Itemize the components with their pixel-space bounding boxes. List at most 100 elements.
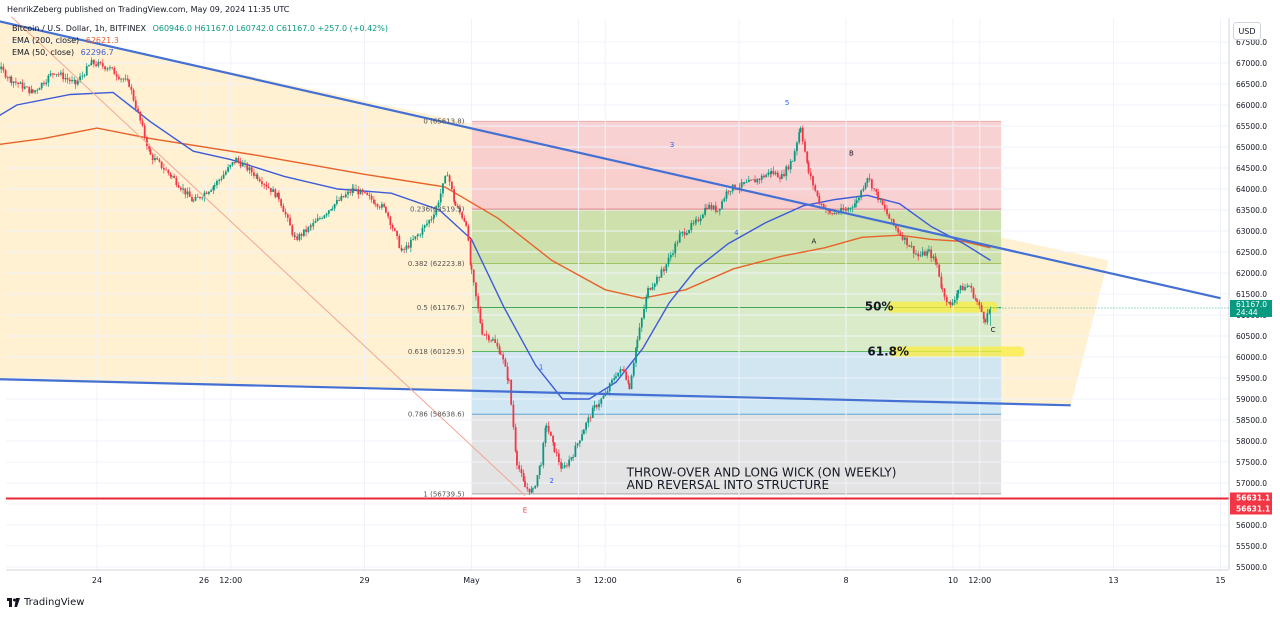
fib-zone-0.5 [471, 307, 1002, 352]
candle-body [167, 169, 170, 174]
price-tick-label: 64500.0 [1236, 164, 1267, 173]
candle-body [879, 198, 882, 200]
candle-body [572, 456, 575, 458]
candle-body [582, 429, 585, 435]
support-price-badge[interactable] [1230, 503, 1272, 515]
candle-body [412, 239, 414, 240]
diagonal-line[interactable] [11, 16, 526, 496]
candle-body [528, 488, 531, 493]
candle-body [760, 175, 763, 180]
candle-body [617, 372, 620, 377]
currency-button[interactable]: USD [1233, 22, 1261, 40]
candle-body [302, 229, 305, 236]
candle-body [310, 225, 312, 227]
candle-body [806, 151, 809, 163]
candle-body [165, 169, 168, 171]
candle-body [355, 188, 357, 190]
candle-body [494, 339, 497, 343]
candle-body [456, 205, 459, 208]
candle-body [492, 339, 494, 341]
candle-body [319, 218, 321, 220]
price-tick-label: 60500.0 [1236, 332, 1267, 341]
candle-body [695, 219, 698, 221]
ema50-line [0, 91, 991, 400]
candle-body [73, 79, 76, 81]
candle-body [446, 175, 449, 177]
candle-body [740, 182, 743, 188]
candle-body [814, 185, 817, 191]
author-name[interactable]: HenrikZeberg [7, 5, 62, 14]
candle-body [903, 237, 906, 240]
ema200-value: 62621.3 [85, 36, 119, 45]
candle-body [747, 179, 750, 183]
candle-body [699, 218, 702, 222]
candle-body [361, 189, 364, 193]
price-tick-label: 58500.0 [1236, 416, 1267, 425]
change-value: +257.0 (+0.42%) [317, 24, 388, 33]
candle-body [26, 86, 28, 88]
symbol-legend[interactable]: Bitcoin / U.S. Dollar, 1h, BITFINEX O609… [12, 24, 388, 33]
candle-body [779, 177, 781, 179]
publish-header: HenrikZeberg published on TradingView.co… [7, 5, 289, 14]
candle-body [175, 177, 178, 186]
candle-body [430, 219, 433, 221]
candle-body [934, 256, 937, 263]
candle-body [169, 173, 172, 177]
candle-body [12, 81, 15, 84]
ema200-legend[interactable]: EMA (200, close) 62621.3 [12, 36, 119, 45]
candle-body [514, 427, 517, 452]
time-tick-label: 10 [948, 576, 958, 585]
candle-body [184, 188, 187, 195]
grid-lines [6, 18, 1229, 570]
candle-body [359, 189, 362, 195]
last-price-badge[interactable] [1230, 299, 1272, 317]
candle-body [892, 219, 895, 226]
candle-body [930, 249, 933, 259]
candle-body [566, 465, 568, 467]
candle-body [314, 221, 317, 223]
candle-body [868, 178, 871, 180]
price-tick-label: 62500.0 [1236, 248, 1267, 257]
support-price-badge[interactable] [1230, 492, 1272, 504]
candle-body [173, 175, 176, 178]
time-tick-label: 29 [359, 576, 369, 585]
trend-lines[interactable] [0, 16, 1229, 500]
candle-body [656, 277, 658, 284]
candle-body [352, 188, 355, 190]
candle-body [542, 443, 545, 466]
candle-body [448, 175, 451, 182]
candle-body [30, 89, 33, 94]
candle-body [467, 225, 470, 241]
candle-body [272, 189, 275, 192]
candle-body [818, 195, 821, 204]
candle-body [690, 223, 693, 231]
candle-body [92, 59, 95, 65]
candle-body [941, 287, 944, 289]
candle-body [498, 346, 501, 354]
candle-body [938, 264, 941, 277]
candle-body [858, 197, 860, 201]
candle-body [676, 242, 679, 244]
candle-body [561, 467, 564, 469]
price-tick-label: 64000.0 [1236, 185, 1267, 194]
candle-body [780, 173, 783, 179]
candle-body [809, 172, 812, 177]
candle-body [465, 221, 468, 226]
candle-body [758, 178, 761, 180]
candle-body [154, 158, 156, 160]
candle-body [706, 207, 708, 210]
symbol-title: Bitcoin / U.S. Dollar, 1h, BITFINEX [12, 24, 147, 33]
candle-body [364, 192, 366, 194]
fib-level-label: 1 (56739.5) [423, 490, 464, 498]
ema50-legend[interactable]: EMA (50, close) 62296.7 [12, 48, 114, 57]
price-tick-label: 66000.0 [1236, 101, 1267, 110]
candle-body [49, 73, 52, 76]
candle-body [964, 286, 966, 291]
upper-wedge-line[interactable] [0, 17, 1221, 300]
candle-body [591, 407, 594, 418]
candle-body [90, 59, 93, 64]
candle-body [727, 191, 730, 193]
lower-wedge-line[interactable] [0, 378, 1071, 407]
candle-body [475, 282, 477, 297]
